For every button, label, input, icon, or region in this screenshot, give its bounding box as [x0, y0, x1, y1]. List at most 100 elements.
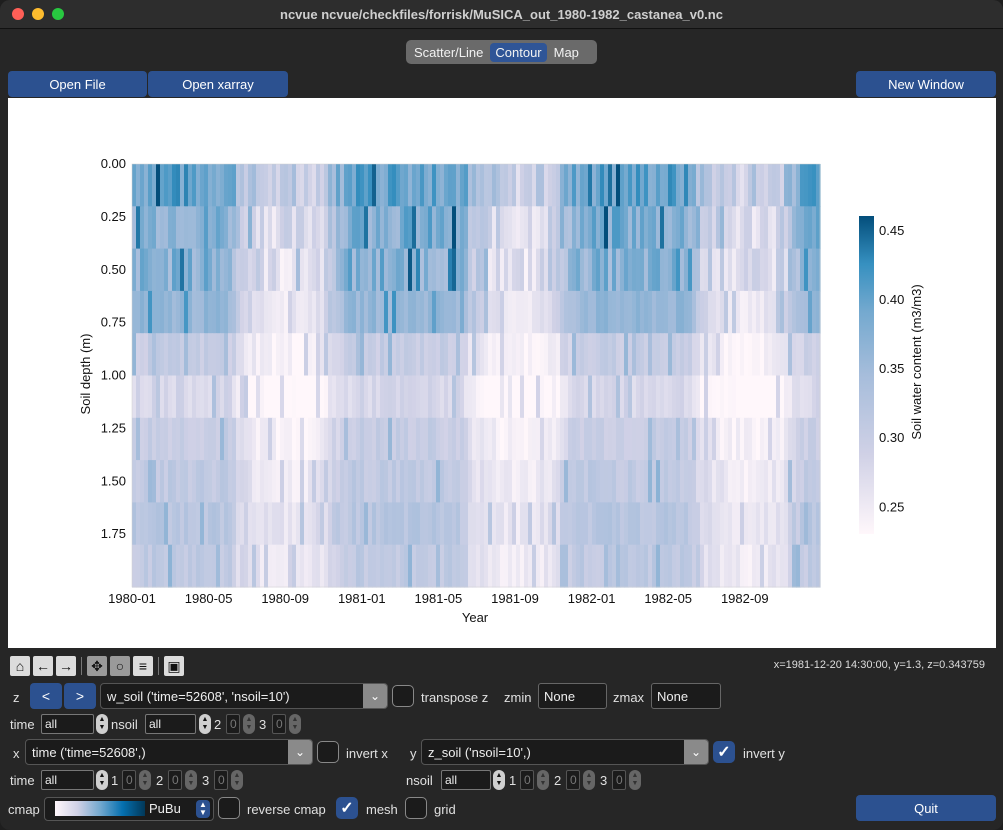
y-variable-select[interactable]: z_soil ('nsoil=10',) ⌄ [421, 739, 709, 765]
tab-scatter-line[interactable]: Scatter/Line [414, 44, 484, 60]
heatmap-cell [520, 333, 525, 377]
x-dim3-spinner[interactable]: ▲ ▼ [231, 770, 243, 790]
maximize-window-button[interactable] [52, 8, 64, 20]
heatmap-cell [184, 164, 189, 207]
y-dim3-spinner[interactable]: ▲ ▼ [629, 770, 641, 790]
chevron-down-icon[interactable]: ⌄ [288, 740, 312, 764]
heatmap-cell [784, 290, 789, 334]
heatmap-cell [240, 460, 245, 503]
heatmap-cell [808, 544, 813, 588]
heatmap-cell [560, 333, 565, 377]
heatmap-cell [292, 290, 297, 334]
x-time-input[interactable]: all [41, 770, 94, 790]
x-dim1-input[interactable]: 0 [122, 770, 136, 790]
y-dim1-input[interactable]: 0 [520, 770, 534, 790]
new-window-button[interactable]: New Window [856, 71, 996, 97]
heatmap-cell [604, 290, 609, 334]
heatmap-cell [332, 417, 337, 461]
chevron-down-icon[interactable]: ⌄ [363, 684, 387, 708]
heatmap-cell [324, 417, 329, 461]
x-dim2-spinner[interactable]: ▲ ▼ [185, 770, 197, 790]
heatmap-cell [396, 375, 401, 419]
heatmap-cell [656, 248, 661, 292]
heatmap-cell [132, 417, 137, 461]
heatmap-cell [800, 333, 805, 377]
quit-button[interactable]: Quit [856, 795, 996, 821]
prev-variable-button[interactable]: < [30, 683, 62, 709]
x-dim1-spinner[interactable]: ▲ ▼ [139, 770, 151, 790]
home-icon[interactable]: ⌂ [10, 656, 30, 676]
back-icon[interactable]: ← [33, 656, 53, 676]
close-window-button[interactable] [12, 8, 24, 20]
z-time-input[interactable]: all [41, 714, 94, 734]
z-dim2-spinner[interactable]: ▲ ▼ [243, 714, 255, 734]
y-nsoil-spinner[interactable]: ▲ ▼ [493, 770, 505, 790]
reverse-cmap-checkbox[interactable] [218, 797, 240, 819]
y-dim2-input[interactable]: 0 [566, 770, 580, 790]
plot-canvas[interactable]: 1980-01 1980-05 1980-09 1981-01 1981-05 1981-… [8, 98, 996, 648]
heatmap-cell [212, 544, 217, 588]
heatmap-cell [320, 248, 325, 292]
heatmap-cell [548, 460, 553, 503]
x-dim3-input[interactable]: 0 [214, 770, 228, 790]
minimize-window-button[interactable] [32, 8, 44, 20]
x-variable-select[interactable]: time ('time=52608',) ⌄ [25, 739, 313, 765]
open-file-button[interactable]: Open File [8, 71, 147, 97]
heatmap-cell [716, 502, 721, 546]
heatmap-cell [220, 544, 225, 588]
zmin-label: zmin [504, 690, 532, 705]
heatmap-cell [288, 375, 293, 419]
heatmap-cell [340, 164, 345, 207]
heatmap-cell [424, 460, 429, 503]
heatmap-cell [396, 544, 401, 588]
heatmap-cell [488, 206, 493, 250]
x-dim2-input[interactable]: 0 [168, 770, 182, 790]
heatmap-cell [264, 417, 269, 461]
invert-y-checkbox[interactable]: ✓ [713, 741, 735, 763]
z-dim3-spinner[interactable]: ▲ ▼ [289, 714, 301, 734]
pan-icon[interactable]: ✥ [87, 656, 107, 676]
cmap-select[interactable]: PuBu ▲ ▼ [44, 797, 214, 821]
heatmap-cell [432, 206, 437, 250]
z-time-spinner[interactable]: ▲ ▼ [96, 714, 108, 734]
tab-map[interactable]: Map [553, 44, 579, 60]
heatmap-cell [652, 375, 657, 419]
open-xarray-button[interactable]: Open xarray [148, 71, 288, 97]
zmin-input[interactable]: None [538, 683, 607, 709]
z-dim3-input[interactable]: 0 [272, 714, 286, 734]
next-variable-button[interactable]: > [64, 683, 96, 709]
configure-icon[interactable]: ≡ [133, 656, 153, 676]
y-dim3-input[interactable]: 0 [612, 770, 626, 790]
transpose-z-checkbox[interactable] [392, 685, 414, 707]
y-nsoil-input[interactable]: all [441, 770, 491, 790]
heatmap-cell [204, 502, 209, 546]
x-time-spinner[interactable]: ▲ ▼ [96, 770, 108, 790]
y-dim2-spinner[interactable]: ▲ ▼ [583, 770, 595, 790]
z-variable-select[interactable]: w_soil ('time=52608', 'nsoil=10') ⌄ [100, 683, 388, 709]
tab-contour[interactable]: Contour [490, 42, 547, 62]
heatmap-cell [548, 375, 553, 419]
heatmap-cell [768, 333, 773, 377]
save-icon[interactable]: ▣ [164, 656, 184, 676]
z-dim2-input[interactable]: 0 [226, 714, 240, 734]
heatmap-cell [156, 206, 161, 250]
forward-icon[interactable]: → [56, 656, 76, 676]
heatmap-cell [800, 375, 805, 419]
chevron-down-icon[interactable]: ⌄ [684, 740, 708, 764]
zmax-input[interactable]: None [651, 683, 721, 709]
heatmap-cell [664, 460, 669, 503]
heatmap-cell [524, 417, 529, 461]
invert-x-checkbox[interactable] [317, 741, 339, 763]
heatmap-cell [668, 333, 673, 377]
mesh-checkbox[interactable]: ✓ [336, 797, 358, 819]
z-nsoil-spinner[interactable]: ▲ ▼ [199, 714, 211, 734]
heatmap-cell [228, 502, 233, 546]
heatmap-cell [488, 460, 493, 503]
z-nsoil-input[interactable]: all [145, 714, 196, 734]
y-dim1-spinner[interactable]: ▲ ▼ [537, 770, 549, 790]
zoom-icon[interactable]: ○ [110, 656, 130, 676]
chevron-updown-icon[interactable]: ▲ ▼ [196, 800, 210, 818]
grid-checkbox[interactable] [405, 797, 427, 819]
heatmap-cell [324, 544, 329, 588]
heatmap-cell [408, 460, 413, 503]
